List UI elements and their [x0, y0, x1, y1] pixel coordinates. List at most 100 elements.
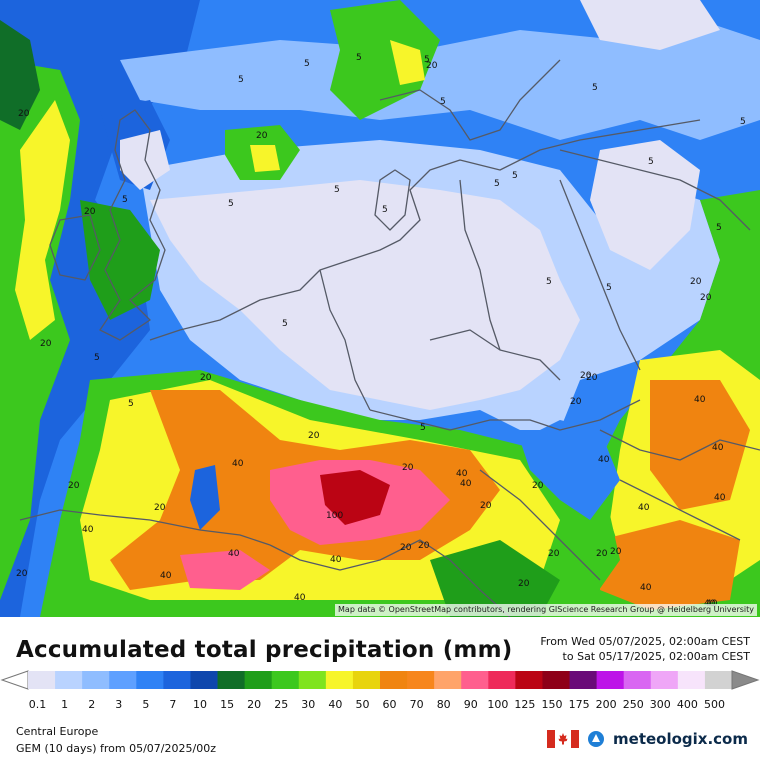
legend-swatch: [244, 671, 273, 689]
coastline-adriatic: [479, 469, 601, 581]
contour-label: 20: [570, 397, 582, 407]
border-hungary-romania: [599, 429, 760, 461]
legend-right-arrow: [731, 670, 760, 690]
contour-label: 40: [714, 493, 726, 503]
legend-label: 40: [328, 698, 342, 711]
legend-swatch: [325, 671, 354, 689]
legend-swatch: [704, 671, 733, 689]
legend-swatch: [55, 671, 83, 689]
contour-label: 20: [580, 371, 592, 381]
contour-label: 5: [334, 185, 340, 195]
contour-label: 5: [546, 277, 552, 287]
border-france-spain: [149, 519, 271, 546]
contour-label: 40: [460, 479, 472, 489]
legend-labels: 0.1 1 2 3 5 7 10 15 20 25 30 40 50 60 70 80 90 100 125 150 1…: [29, 698, 725, 711]
legend-swatch: [623, 671, 652, 689]
legend-swatch: [542, 671, 570, 689]
contour-label: 5: [592, 83, 598, 93]
period-from: From Wed 05/07/2025, 02:00am CEST: [540, 635, 750, 648]
legend-label: 60: [383, 698, 397, 711]
contour-label: 20: [532, 481, 544, 491]
legend-swatch: [407, 671, 435, 689]
coastline-spain: [19, 509, 151, 521]
contour-label: 20: [690, 277, 702, 287]
legend-label: 3: [115, 698, 122, 711]
region-name: Central Europe: [16, 725, 99, 738]
canada-flag-icon: [547, 730, 580, 748]
coastline-scandinavia: [379, 59, 561, 141]
field-italy-green: [430, 540, 560, 617]
contour-label: 40: [228, 549, 240, 559]
field-north-light: [120, 20, 760, 140]
field-north-white: [580, 0, 720, 50]
contour-label: 40: [456, 469, 468, 479]
contour-label: 5: [228, 199, 234, 209]
legend-label: 1: [61, 698, 68, 711]
contour-label: 5: [716, 223, 722, 233]
legend-label: 90: [464, 698, 478, 711]
precipitation-legend: 0.1 1 2 3 5 7 10 15 20 25 30 40 50 60 70 80 90 100 125 150 1…: [0, 670, 760, 711]
contour-label: 20: [418, 541, 430, 551]
contour-label: 40: [712, 443, 724, 453]
legend-label: 70: [410, 698, 424, 711]
contour-label: 20: [40, 339, 52, 349]
legend-label: 2: [88, 698, 95, 711]
contour-label: 20: [518, 579, 530, 589]
model-run: GEM (10 days) from 05/07/2025/00z: [16, 742, 216, 755]
contour-label: 5: [512, 171, 518, 181]
coastline-mediterranean: [269, 539, 511, 617]
legend-swatch: [217, 671, 246, 689]
contour-label: 5: [382, 205, 388, 215]
border-poland-east: [559, 179, 641, 371]
legend-swatch: [352, 671, 381, 689]
legend-label: 30: [301, 698, 315, 711]
precip-fields: [0, 0, 760, 617]
contour-label: 5: [494, 179, 500, 189]
legend-swatch: [28, 671, 56, 689]
contour-label: 20: [596, 549, 608, 559]
contour-label: 20: [18, 109, 30, 119]
contour-label: 20: [308, 431, 320, 441]
legend-label: 0.1: [29, 698, 47, 711]
contour-label: 40: [598, 455, 610, 465]
border-france-germany: [319, 269, 371, 411]
legend-swatch: [461, 671, 489, 689]
contour-label: 5: [238, 75, 244, 85]
contour-label: 100: [326, 511, 343, 521]
contour-label: 20: [426, 61, 438, 71]
contour-label: 20: [586, 373, 598, 383]
brand[interactable]: meteologix.com: [547, 730, 748, 748]
contour-label: 20: [200, 373, 212, 383]
border-germany-poland: [459, 179, 501, 351]
field-alps-red: [320, 470, 390, 525]
contour-label: 40: [294, 593, 306, 603]
legend-swatch: [488, 671, 516, 689]
contour-label: 40: [160, 571, 172, 581]
border-germany-czech: [429, 329, 561, 381]
contour-label: 40: [232, 459, 244, 469]
border-alps: [369, 399, 641, 431]
legend-label: 80: [437, 698, 451, 711]
contour-label: 5: [122, 195, 128, 205]
legend-swatch: [515, 671, 543, 689]
contour-label: 20: [610, 547, 622, 557]
border-balkans: [619, 479, 741, 541]
contour-label: 20: [548, 549, 560, 559]
field-balkan-orange: [600, 520, 740, 610]
legend-label: 15: [220, 698, 234, 711]
legend-swatch: [109, 671, 137, 689]
borders: [19, 59, 760, 617]
legend-label: 10: [193, 698, 207, 711]
contour-label: 5: [648, 157, 654, 167]
legend-swatch: [82, 671, 110, 689]
legend-swatch: [434, 671, 462, 689]
field-alps-blue: [520, 420, 620, 520]
legend-label: 400: [677, 698, 698, 711]
contour-label: 5: [282, 319, 288, 329]
contour-label: 40: [638, 503, 650, 513]
coastline-continent: [149, 119, 701, 341]
legend-swatch: [136, 671, 164, 689]
coastline-ireland: [49, 214, 101, 281]
field-west-dark-green: [0, 20, 40, 130]
legend-swatch: [569, 671, 598, 689]
